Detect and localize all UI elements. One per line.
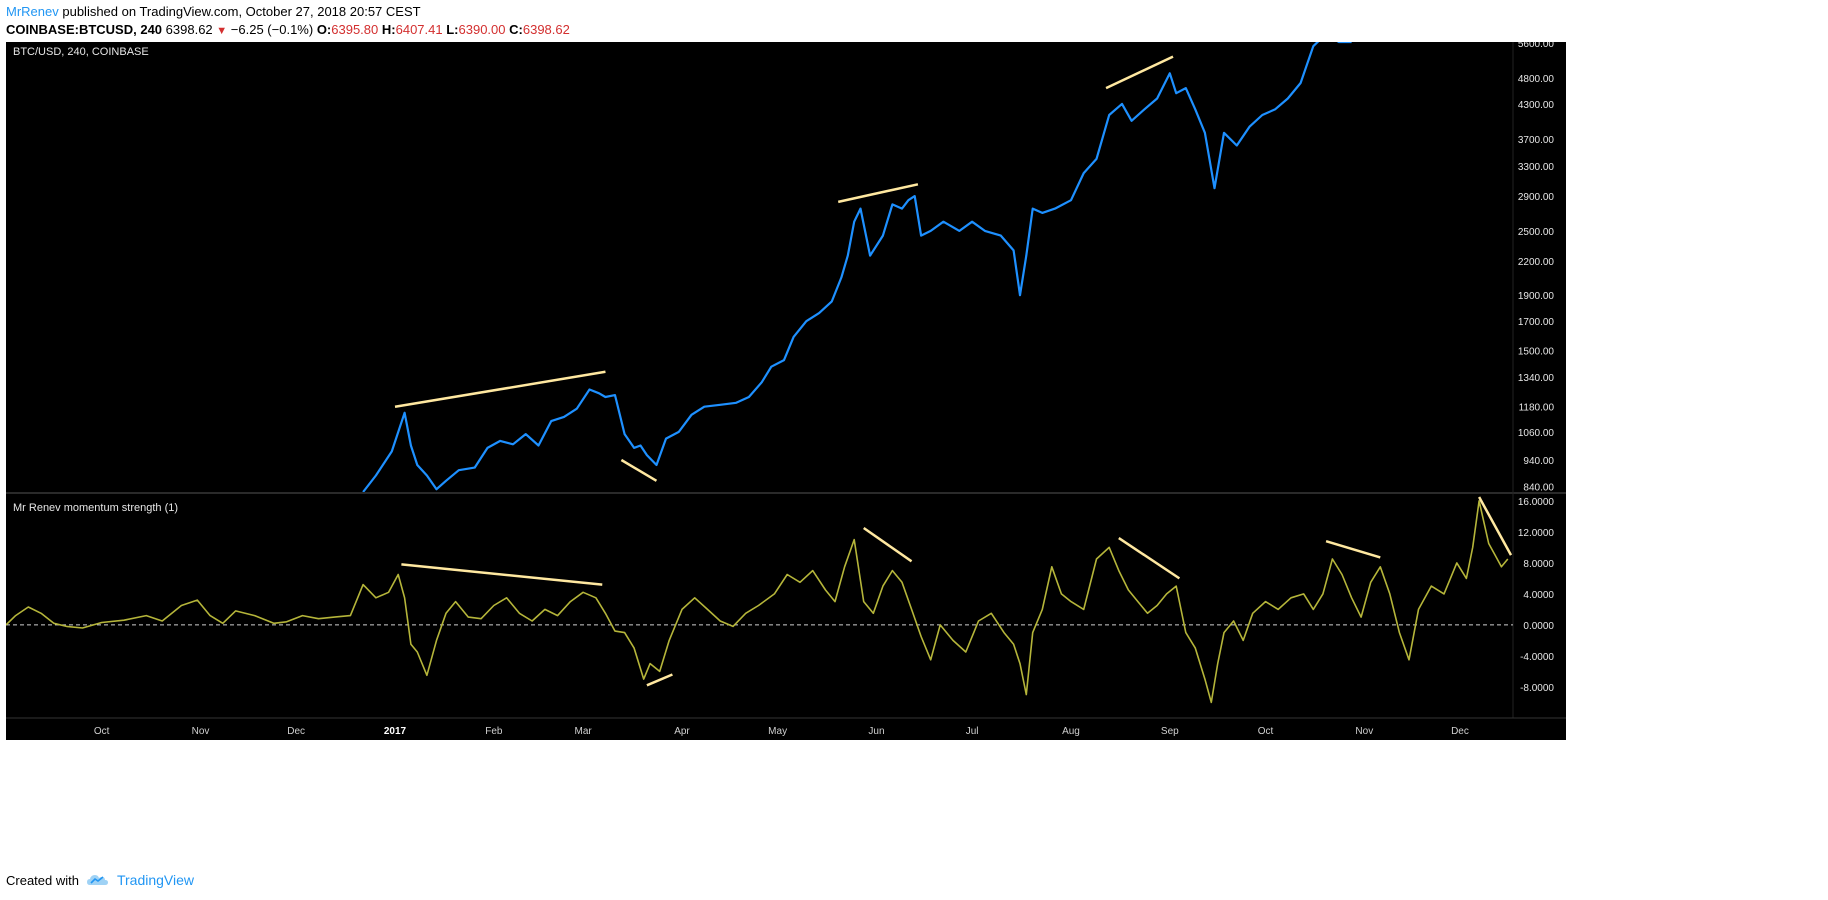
time-tick-label: Mar: [575, 726, 593, 737]
price-trendline: [620, 458, 658, 482]
price-tick-label: 840.00: [1523, 482, 1554, 493]
high-value: 6407.41: [395, 22, 443, 37]
symbol-label: COINBASE:BTCUSD, 240: [6, 22, 163, 37]
indicator-tick-label: -8.0000: [1520, 683, 1554, 694]
momentum-trendline: [863, 526, 913, 563]
time-tick-label: Dec: [1451, 726, 1469, 737]
price-pane-title: BTC/USD, 240, COINBASE: [13, 46, 149, 58]
price-trendline: [1105, 55, 1174, 90]
indicator-tick-label: 0.0000: [1523, 621, 1554, 632]
price-tick-label: 5600.00: [1518, 42, 1555, 50]
high-label: H:: [381, 22, 396, 37]
price-tick-label: 940.00: [1523, 456, 1554, 467]
price-tick-label: 3300.00: [1518, 162, 1555, 173]
time-tick-label: Dec: [287, 726, 305, 737]
momentum-trendline: [646, 673, 673, 687]
price-tick-label: 1060.00: [1518, 428, 1555, 439]
momentum-series-line: [6, 500, 1509, 704]
price-tick-label: 1500.00: [1518, 347, 1555, 358]
publish-info: published on TradingView.com, October 27…: [58, 4, 421, 19]
chart-header: MrRenev published on TradingView.com, Oc…: [0, 0, 1828, 42]
price-pane: [362, 42, 1352, 492]
indicator-tick-label: 8.0000: [1523, 559, 1554, 570]
price-tick-label: 2500.00: [1518, 227, 1555, 238]
down-arrow-icon: ▼: [216, 25, 228, 37]
chart-canvas[interactable]: BTC/USD, 240, COINBASE Mr Renev momentum…: [6, 42, 1566, 740]
time-tick-label: May: [768, 726, 787, 737]
time-tick-label: Jul: [966, 726, 979, 737]
price-tick-label: 2200.00: [1518, 257, 1555, 268]
open-label: O:: [316, 22, 332, 37]
indicator-tick-label: 16.0000: [1518, 497, 1555, 508]
created-with-label: Created with: [6, 872, 79, 888]
time-tick-label: Apr: [674, 726, 690, 737]
publish-line: MrRenev published on TradingView.com, Oc…: [6, 4, 421, 19]
indicator-tick-label: -4.0000: [1520, 652, 1554, 663]
chart-background: [6, 42, 1566, 740]
momentum-trendline: [401, 563, 603, 586]
close-label: C:: [509, 22, 523, 37]
indicator-pane-title: Mr Renev momentum strength (1): [13, 502, 178, 514]
time-tick-label: Nov: [192, 726, 210, 737]
indicator-tick-label: 4.0000: [1523, 590, 1554, 601]
close-value: 6398.62: [522, 22, 570, 37]
tradingview-cloud-icon: [86, 875, 108, 885]
price-tick-label: 4300.00: [1518, 100, 1555, 111]
low-value: 6390.00: [458, 22, 506, 37]
time-tick-label: Jun: [868, 726, 884, 737]
price-tick-label: 1900.00: [1518, 291, 1555, 302]
price-tick-label: 2900.00: [1518, 192, 1555, 203]
time-axis[interactable]: Oct Nov Dec 2017 Feb Mar Apr May Jun Jul Aug Sep Oct…: [94, 726, 1469, 737]
price-tick-label: 1340.00: [1518, 373, 1555, 384]
open-value: 6395.80: [331, 22, 379, 37]
price-axis[interactable]: 5600.00 4800.00 4300.00 3700.00 3300.00 2900.…: [1518, 42, 1555, 694]
price-tick-label: 1180.00: [1519, 403, 1555, 414]
tradingview-link[interactable]: TradingView: [116, 872, 195, 888]
price-tick-label: 4800.00: [1518, 74, 1555, 85]
time-tick-label: Oct: [94, 726, 110, 737]
time-tick-label: Feb: [485, 726, 503, 737]
price-change: −6.25 (−0.1%): [230, 22, 314, 37]
momentum-trendline: [1325, 539, 1381, 559]
time-tick-label: Oct: [1258, 726, 1274, 737]
time-tick-label: 2017: [384, 726, 407, 737]
time-tick-label: Nov: [1355, 726, 1373, 737]
price-tick-label: 3700.00: [1518, 135, 1555, 146]
price-series-line: [362, 42, 1352, 492]
momentum-trendline: [1118, 537, 1181, 580]
time-tick-label: Aug: [1062, 726, 1080, 737]
last-price: 6398.62: [165, 22, 213, 37]
author-link[interactable]: MrRenev: [6, 4, 59, 19]
price-trendline: [394, 370, 606, 408]
time-tick-label: Sep: [1161, 726, 1179, 737]
indicator-pane: [6, 496, 1513, 704]
price-trendline: [837, 183, 919, 204]
low-label: L:: [446, 22, 459, 37]
footer: Created with TradingView: [6, 872, 194, 888]
indicator-tick-label: 12.0000: [1518, 528, 1555, 539]
ohlc-line: COINBASE:BTCUSD, 240 6398.62 ▼ −6.25 (−0…: [6, 22, 570, 37]
price-tick-label: 1700.00: [1518, 317, 1555, 328]
momentum-trendline: [1478, 496, 1513, 556]
